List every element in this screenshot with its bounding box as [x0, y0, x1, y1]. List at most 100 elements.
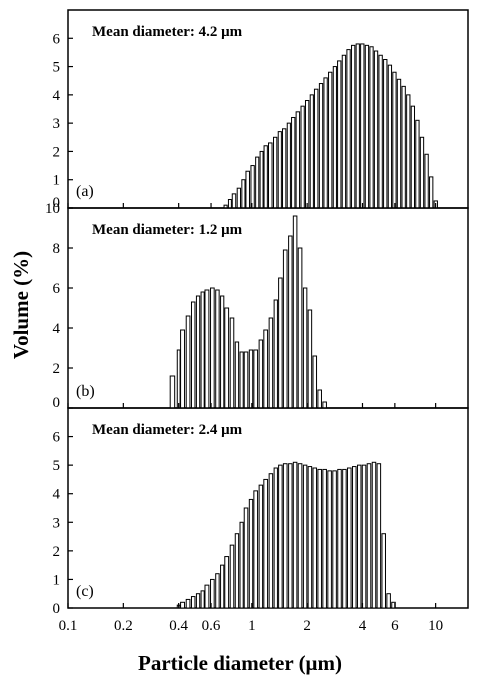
bar — [236, 187, 241, 209]
bar — [304, 100, 310, 209]
bar — [317, 468, 322, 609]
bar — [180, 601, 186, 609]
bar — [378, 54, 383, 209]
bar — [227, 199, 232, 209]
bar — [248, 349, 254, 409]
y-tick-label: 8 — [53, 241, 61, 257]
bar — [243, 351, 249, 409]
bar — [282, 463, 288, 609]
bar — [292, 461, 298, 609]
bar — [355, 43, 360, 209]
bar — [204, 289, 210, 409]
y-tick-label: 6 — [53, 281, 61, 297]
y-tick-label: 5 — [53, 458, 61, 474]
bar — [243, 507, 249, 609]
bar — [297, 463, 303, 609]
bar — [337, 60, 342, 209]
bar — [253, 349, 259, 409]
bar — [239, 351, 244, 409]
bar — [342, 468, 347, 609]
bar — [282, 128, 287, 209]
bar — [263, 145, 268, 209]
bar — [253, 490, 259, 609]
bar — [278, 464, 283, 609]
bar — [295, 111, 301, 209]
bar — [371, 461, 377, 609]
bar — [429, 176, 434, 209]
y-tick-label: 10 — [45, 201, 60, 217]
bar — [258, 484, 264, 609]
bar — [312, 467, 318, 609]
bar — [323, 77, 328, 209]
bar — [364, 44, 370, 209]
bar — [352, 466, 357, 609]
bar — [176, 349, 181, 409]
bar — [234, 533, 240, 609]
y-tick-label: 2 — [53, 544, 61, 560]
y-tick-label: 1 — [53, 173, 61, 189]
x-axis-title: Particle diameter (μm) — [138, 651, 342, 675]
bar — [366, 463, 372, 609]
bar — [410, 105, 416, 209]
bar — [341, 54, 347, 209]
bar — [273, 467, 278, 609]
mean-diameter-annotation: Mean diameter: 1.2 μm — [92, 222, 243, 238]
x-tick-label: 6 — [391, 618, 399, 634]
bar — [258, 339, 264, 409]
panel-label: (c) — [76, 583, 94, 600]
bar — [332, 66, 337, 209]
bar — [231, 193, 237, 209]
x-tick-label: 4 — [359, 618, 367, 634]
bar — [200, 291, 205, 409]
bar — [419, 136, 425, 209]
mean-diameter-annotation: Mean diameter: 2.4 μm — [92, 422, 243, 438]
y-tick-label: 0 — [53, 395, 61, 411]
bar — [424, 153, 429, 209]
bar — [286, 122, 291, 209]
bar — [386, 593, 391, 609]
y-tick-label: 4 — [53, 321, 61, 337]
bar — [346, 467, 352, 609]
bar — [215, 573, 220, 609]
bar — [250, 165, 255, 209]
bar — [292, 215, 298, 409]
bar — [195, 295, 201, 409]
bar — [245, 170, 250, 209]
bar — [313, 88, 319, 209]
bar — [229, 544, 235, 609]
bar — [307, 309, 313, 409]
y-tick-label: 0 — [53, 601, 61, 617]
bar — [369, 46, 374, 209]
x-tick-label: 0.4 — [169, 618, 188, 634]
y-tick-label: 4 — [53, 487, 61, 503]
bar — [401, 85, 406, 209]
bar — [387, 64, 393, 209]
panel-a: 0 1 2 3 4 5 6 Mean diameter: 4.2 μm (a) — [53, 9, 469, 211]
bar — [373, 50, 379, 209]
y-tick-label: 5 — [53, 60, 61, 76]
y-tick-label: 6 — [53, 430, 61, 446]
bar — [302, 287, 308, 409]
bar — [273, 136, 278, 209]
x-tick-label: 0.2 — [114, 618, 133, 634]
bar — [322, 468, 327, 609]
bar — [210, 287, 215, 409]
bar — [383, 59, 388, 209]
bar — [234, 341, 240, 409]
bar — [180, 329, 186, 409]
x-tick-label: 0.6 — [202, 618, 221, 634]
y-tick-label: 6 — [53, 31, 61, 47]
bar — [190, 596, 196, 609]
bar — [263, 478, 269, 609]
bar — [220, 295, 225, 409]
bar — [268, 473, 274, 609]
x-tick-label: 1 — [248, 618, 256, 634]
y-axis-title: Volume (%) — [9, 251, 33, 359]
panel-label: (b) — [76, 383, 95, 400]
bar — [185, 598, 191, 609]
bar — [273, 299, 278, 409]
bar — [307, 466, 313, 609]
bar — [332, 470, 337, 609]
bar — [195, 593, 201, 609]
